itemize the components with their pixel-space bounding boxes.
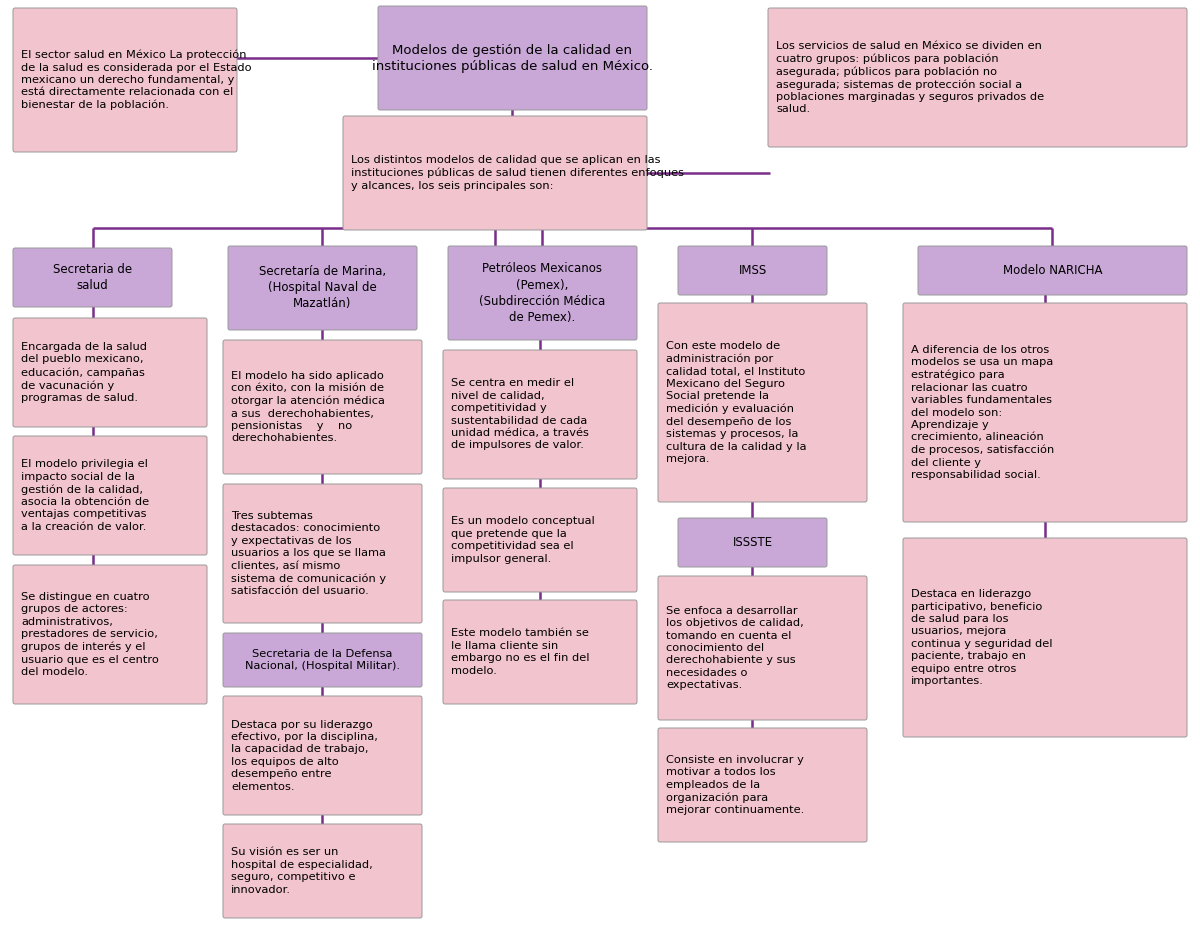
Text: ISSSTE: ISSSTE — [732, 536, 773, 549]
Text: Modelos de gestión de la calidad en
instituciones públicas de salud en México.: Modelos de gestión de la calidad en inst… — [372, 44, 653, 72]
Text: Secretaria de la Defensa
Nacional, (Hospital Militar).: Secretaria de la Defensa Nacional, (Hosp… — [245, 649, 400, 671]
FancyBboxPatch shape — [223, 484, 422, 623]
Text: Es un modelo conceptual
que pretende que la
competitividad sea el
impulsor gener: Es un modelo conceptual que pretende que… — [451, 516, 595, 564]
FancyBboxPatch shape — [443, 600, 637, 704]
Text: Destaca por su liderazgo
efectivo, por la disciplina,
la capacidad de trabajo,
l: Destaca por su liderazgo efectivo, por l… — [230, 719, 378, 792]
FancyBboxPatch shape — [228, 246, 418, 330]
FancyBboxPatch shape — [658, 576, 866, 720]
Text: Modelo NARICHA: Modelo NARICHA — [1003, 264, 1103, 277]
FancyBboxPatch shape — [678, 518, 827, 567]
Text: Consiste en involucrar y
motivar a todos los
empleados de la
organización para
m: Consiste en involucrar y motivar a todos… — [666, 755, 804, 815]
Text: Los distintos modelos de calidad que se aplican en las
instituciones públicas de: Los distintos modelos de calidad que se … — [352, 156, 684, 191]
Text: IMSS: IMSS — [738, 264, 767, 277]
FancyBboxPatch shape — [13, 318, 208, 427]
FancyBboxPatch shape — [904, 303, 1187, 522]
Text: Los servicios de salud en México se dividen en
cuatro grupos: públicos para pobl: Los servicios de salud en México se divi… — [776, 41, 1044, 114]
FancyBboxPatch shape — [378, 6, 647, 110]
FancyBboxPatch shape — [448, 246, 637, 340]
FancyBboxPatch shape — [918, 246, 1187, 295]
FancyBboxPatch shape — [768, 8, 1187, 147]
FancyBboxPatch shape — [678, 246, 827, 295]
FancyBboxPatch shape — [443, 350, 637, 479]
FancyBboxPatch shape — [443, 488, 637, 592]
Text: Este modelo también se
le llama cliente sin
embargo no es el fin del
modelo.: Este modelo también se le llama cliente … — [451, 629, 589, 676]
FancyBboxPatch shape — [223, 633, 422, 687]
Text: Tres subtemas
destacados: conocimiento
y expectativas de los
usuarios a los que : Tres subtemas destacados: conocimiento y… — [230, 511, 386, 596]
FancyBboxPatch shape — [13, 248, 172, 307]
Text: Secretaría de Marina,
(Hospital Naval de
Mazatlán): Secretaría de Marina, (Hospital Naval de… — [259, 265, 386, 311]
Text: Con este modelo de
administración por
calidad total, el Instituto
Mexicano del S: Con este modelo de administración por ca… — [666, 341, 806, 464]
Text: Encargada de la salud
del pueblo mexicano,
educación, campañas
de vacunación y
p: Encargada de la salud del pueblo mexican… — [22, 342, 148, 403]
Text: Su visión es ser un
hospital de especialidad,
seguro, competitivo e
innovador.: Su visión es ser un hospital de especial… — [230, 847, 373, 895]
FancyBboxPatch shape — [658, 303, 866, 502]
FancyBboxPatch shape — [223, 340, 422, 474]
Text: Se centra en medir el
nivel de calidad,
competitividad y
sustentabilidad de cada: Se centra en medir el nivel de calidad, … — [451, 378, 589, 451]
FancyBboxPatch shape — [223, 824, 422, 918]
Text: El modelo ha sido aplicado
con éxito, con la misión de
otorgar la atención médic: El modelo ha sido aplicado con éxito, co… — [230, 371, 385, 443]
FancyBboxPatch shape — [343, 116, 647, 230]
Text: Se distingue en cuatro
grupos de actores:
administrativos,
prestadores de servic: Se distingue en cuatro grupos de actores… — [22, 592, 158, 677]
FancyBboxPatch shape — [13, 8, 238, 152]
Text: El modelo privilegia el
impacto social de la
gestión de la calidad,
asocia la ob: El modelo privilegia el impacto social d… — [22, 459, 149, 532]
FancyBboxPatch shape — [13, 436, 208, 555]
Text: El sector salud en México La protección
de la salud es considerada por el Estado: El sector salud en México La protección … — [22, 50, 252, 110]
FancyBboxPatch shape — [13, 565, 208, 704]
FancyBboxPatch shape — [223, 696, 422, 815]
Text: Destaca en liderazgo
participativo, beneficio
de salud para los
usuarios, mejora: Destaca en liderazgo participativo, bene… — [911, 589, 1052, 686]
Text: Se enfoca a desarrollar
los objetivos de calidad,
tomando en cuenta el
conocimie: Se enfoca a desarrollar los objetivos de… — [666, 606, 804, 691]
FancyBboxPatch shape — [658, 728, 866, 842]
Text: Petróleos Mexicanos
(Pemex),
(Subdirección Médica
de Pemex).: Petróleos Mexicanos (Pemex), (Subdirecci… — [479, 262, 606, 324]
Text: A diferencia de los otros
modelos se usa un mapa
estratégico para
relacionar las: A diferencia de los otros modelos se usa… — [911, 345, 1055, 480]
FancyBboxPatch shape — [904, 538, 1187, 737]
Text: Secretaria de
salud: Secretaria de salud — [53, 263, 132, 292]
